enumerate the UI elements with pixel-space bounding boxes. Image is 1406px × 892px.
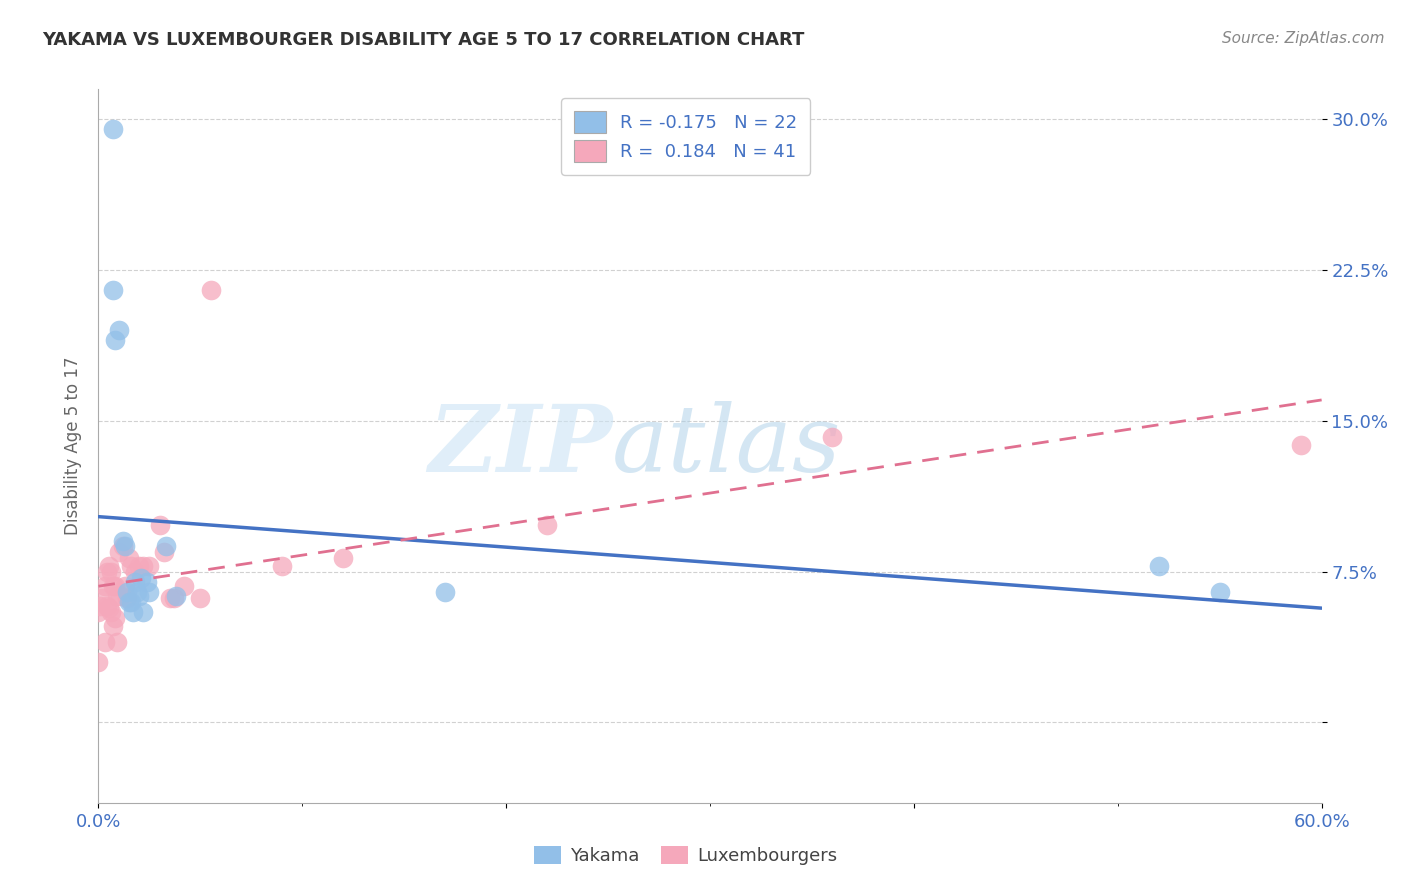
Point [105, 635, 128, 649]
Point [124, 574, 146, 589]
Point [101, 122, 124, 136]
Point [1147, 558, 1170, 573]
Point [101, 579, 124, 593]
Point [100, 565, 122, 579]
Point [821, 430, 844, 444]
Point [159, 591, 181, 605]
Point [114, 539, 136, 553]
Point [110, 589, 132, 603]
Text: YAKAMA VS LUXEMBOURGER DISABILITY AGE 5 TO 17 CORRELATION CHART: YAKAMA VS LUXEMBOURGER DISABILITY AGE 5 … [42, 31, 804, 49]
Point [1291, 438, 1313, 452]
Point [87, 655, 110, 669]
Point [100, 605, 122, 619]
Point [104, 611, 127, 625]
Point [122, 605, 145, 619]
Point [105, 589, 128, 603]
Point [91, 591, 114, 605]
Point [120, 558, 142, 573]
Point [104, 334, 127, 348]
Point [152, 544, 174, 558]
Point [128, 558, 150, 573]
Point [155, 539, 177, 553]
Point [138, 584, 160, 599]
Point [89, 599, 111, 613]
Point [118, 595, 141, 609]
Point [332, 550, 354, 565]
Point [111, 534, 134, 549]
Point [149, 518, 172, 533]
Point [96, 599, 118, 613]
Point [115, 591, 138, 605]
Point [129, 571, 152, 585]
Point [138, 558, 160, 573]
Point [136, 574, 159, 589]
Point [270, 558, 294, 573]
Point [1209, 584, 1232, 599]
Point [124, 565, 146, 579]
Point [128, 589, 150, 603]
Point [163, 591, 186, 605]
Point [132, 558, 155, 573]
Y-axis label: Disability Age 5 to 17: Disability Age 5 to 17 [63, 357, 82, 535]
Point [93, 635, 115, 649]
Point [132, 605, 155, 619]
Point [434, 584, 457, 599]
Point [97, 558, 120, 573]
Point [87, 605, 110, 619]
Legend: Yakama, Luxembourgers: Yakama, Luxembourgers [527, 838, 845, 872]
Point [104, 579, 127, 593]
Point [97, 600, 120, 615]
Point [118, 550, 141, 565]
Point [200, 283, 222, 297]
Point [188, 591, 212, 605]
Point [120, 595, 142, 609]
Point [108, 323, 131, 337]
Text: ZIP: ZIP [427, 401, 612, 491]
Point [93, 579, 115, 593]
Point [96, 565, 118, 579]
Text: atlas: atlas [612, 401, 842, 491]
Point [536, 518, 558, 533]
Point [111, 539, 134, 553]
Point [173, 579, 195, 593]
Point [127, 584, 149, 599]
Point [165, 589, 187, 603]
Point [101, 283, 124, 297]
Text: Source: ZipAtlas.com: Source: ZipAtlas.com [1222, 31, 1385, 46]
Point [101, 619, 124, 633]
Point [114, 579, 136, 593]
Point [115, 584, 138, 599]
Point [108, 544, 131, 558]
